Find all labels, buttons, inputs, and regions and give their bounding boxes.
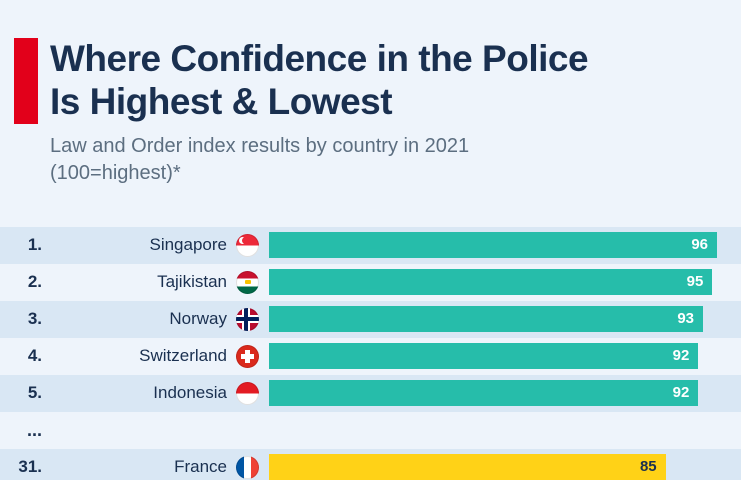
value-label: 85 — [639, 458, 657, 476]
ranking-list: 1. Singapore 96 2. Tajikistan 95 3. Norw… — [0, 226, 741, 486]
bar-track: 93 — [269, 306, 717, 333]
rank-label: 1. — [27, 235, 42, 255]
bar-track: 95 — [269, 269, 717, 296]
bar-track: 85 — [269, 454, 717, 481]
footer-strip — [0, 480, 741, 486]
table-row: 4. Switzerland 92 — [0, 338, 741, 375]
rank-label: 5. — [27, 383, 42, 403]
subtitle-line-1: Law and Order index results by country i… — [50, 134, 470, 157]
value-bar: 95 — [269, 269, 713, 296]
value-bar: 93 — [269, 306, 703, 333]
value-label: 92 — [672, 384, 690, 402]
red-accent-bar — [14, 38, 38, 124]
country-label: France — [174, 457, 227, 477]
france-flag-icon — [236, 455, 259, 479]
title-line-1: Where Confidence in the Police — [50, 38, 589, 79]
value-label: 93 — [677, 310, 694, 328]
tajikistan-flag-icon — [236, 270, 259, 294]
norway-flag-icon — [236, 307, 259, 331]
country-label: Singapore — [149, 235, 227, 255]
bar-track: 96 — [269, 232, 717, 259]
country-label: Tajikistan — [157, 272, 227, 292]
singapore-flag-icon — [236, 233, 259, 257]
chart-subtitle: Law and Order index results by country i… — [50, 133, 588, 187]
page-title: Where Confidence in the Police Is Highes… — [50, 38, 589, 124]
chart-header: Where Confidence in the Police Is Highes… — [0, 0, 741, 187]
country-label: Norway — [169, 309, 227, 329]
indonesia-flag-icon — [236, 381, 259, 405]
header-text: Where Confidence in the Police Is Highes… — [50, 38, 589, 187]
value-bar: 85 — [269, 454, 666, 481]
switzerland-flag-icon — [236, 344, 259, 368]
value-bar: 92 — [269, 380, 699, 407]
value-label: 96 — [691, 236, 708, 254]
value-label: 92 — [672, 347, 690, 365]
rank-label: 3. — [27, 309, 42, 329]
value-label: 95 — [686, 273, 704, 291]
table-row: 31. France 85 — [0, 448, 741, 486]
ellipsis-label: ... — [26, 419, 42, 440]
country-label: Indonesia — [153, 383, 227, 403]
country-label: Switzerland — [139, 346, 227, 366]
bar-track: 92 — [269, 380, 717, 407]
title-line-2: Is Highest & Lowest — [50, 80, 393, 122]
rank-label: 31. — [18, 457, 42, 477]
rank-label: 2. — [27, 272, 42, 292]
table-row: 2. Tajikistan 95 — [0, 264, 741, 301]
table-row: 3. Norway 93 — [0, 300, 741, 338]
bar-track: 92 — [269, 343, 717, 370]
table-row: 1. Singapore 96 — [0, 226, 741, 264]
table-row: 5. Indonesia 92 — [0, 374, 741, 412]
ellipsis-row: ... — [0, 412, 741, 449]
value-bar: 92 — [269, 343, 699, 370]
rank-label: 4. — [27, 346, 42, 366]
subtitle-line-2: (100=highest)* — [50, 161, 181, 184]
value-bar: 96 — [269, 232, 717, 259]
